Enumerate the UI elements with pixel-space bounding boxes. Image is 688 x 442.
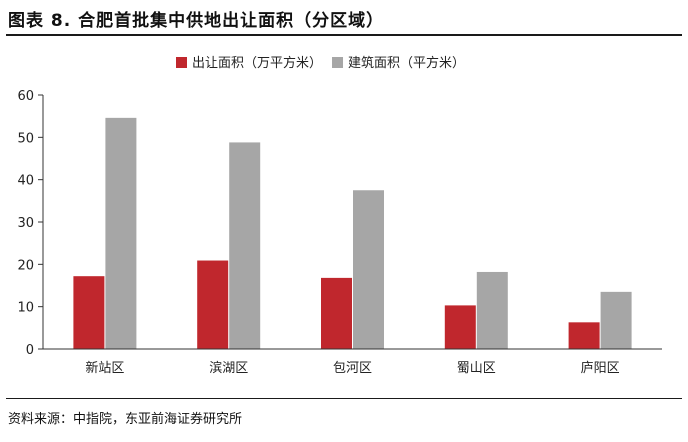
title-divider bbox=[6, 34, 682, 36]
source-note: 资料来源：中指院，东亚前海证券研究所 bbox=[8, 412, 243, 427]
x-tick-label: 包河区 bbox=[333, 361, 372, 376]
y-tick-label: 40 bbox=[17, 174, 34, 189]
source-divider bbox=[6, 398, 682, 399]
y-tick-label: 30 bbox=[17, 216, 34, 231]
legend-label-1: 建筑面积（平方米） bbox=[348, 55, 465, 71]
bar-land-area-3 bbox=[444, 305, 476, 349]
y-tick-label: 50 bbox=[17, 131, 34, 146]
bar-land-area-0 bbox=[73, 276, 105, 349]
bar-building-area-2 bbox=[353, 190, 384, 349]
bar-building-area-1 bbox=[229, 142, 261, 349]
bar-building-area-0 bbox=[105, 117, 137, 349]
x-tick-label: 滨湖区 bbox=[209, 360, 248, 376]
bars bbox=[73, 117, 632, 349]
y-axis: 0 10 20 30 40 50 60 bbox=[17, 89, 44, 358]
y-tick-label: 60 bbox=[17, 89, 34, 104]
chart-legend: 出让面积（万平方米） 建筑面积（平方米） bbox=[176, 55, 465, 71]
bar-land-area-2 bbox=[321, 277, 352, 349]
figure-title: 图表 8. 合肥首批集中供地出让面积（分区域） bbox=[8, 11, 385, 31]
legend-swatch-0 bbox=[176, 57, 187, 68]
x-tick-label: 新站区 bbox=[85, 360, 124, 376]
bar-chart: 出让面积（万平方米） 建筑面积（平方米） 0 10 20 30 40 50 60 新站区 滨湖区… bbox=[17, 55, 662, 376]
x-axis: 新站区 滨湖区 包河区 蜀山区 庐阳区 bbox=[43, 348, 662, 376]
bar-building-area-4 bbox=[600, 291, 632, 349]
y-tick-label: 20 bbox=[17, 258, 34, 273]
x-tick-label: 蜀山区 bbox=[457, 361, 496, 376]
bar-building-area-3 bbox=[476, 271, 508, 349]
y-tick-label: 10 bbox=[17, 301, 34, 316]
x-tick-label: 庐阳区 bbox=[581, 361, 620, 376]
bar-land-area-4 bbox=[568, 322, 600, 349]
y-tick-label: 0 bbox=[26, 343, 34, 358]
legend-swatch-1 bbox=[332, 57, 344, 68]
bar-land-area-1 bbox=[197, 260, 229, 349]
legend-label-0: 出让面积（万平方米） bbox=[192, 55, 322, 71]
